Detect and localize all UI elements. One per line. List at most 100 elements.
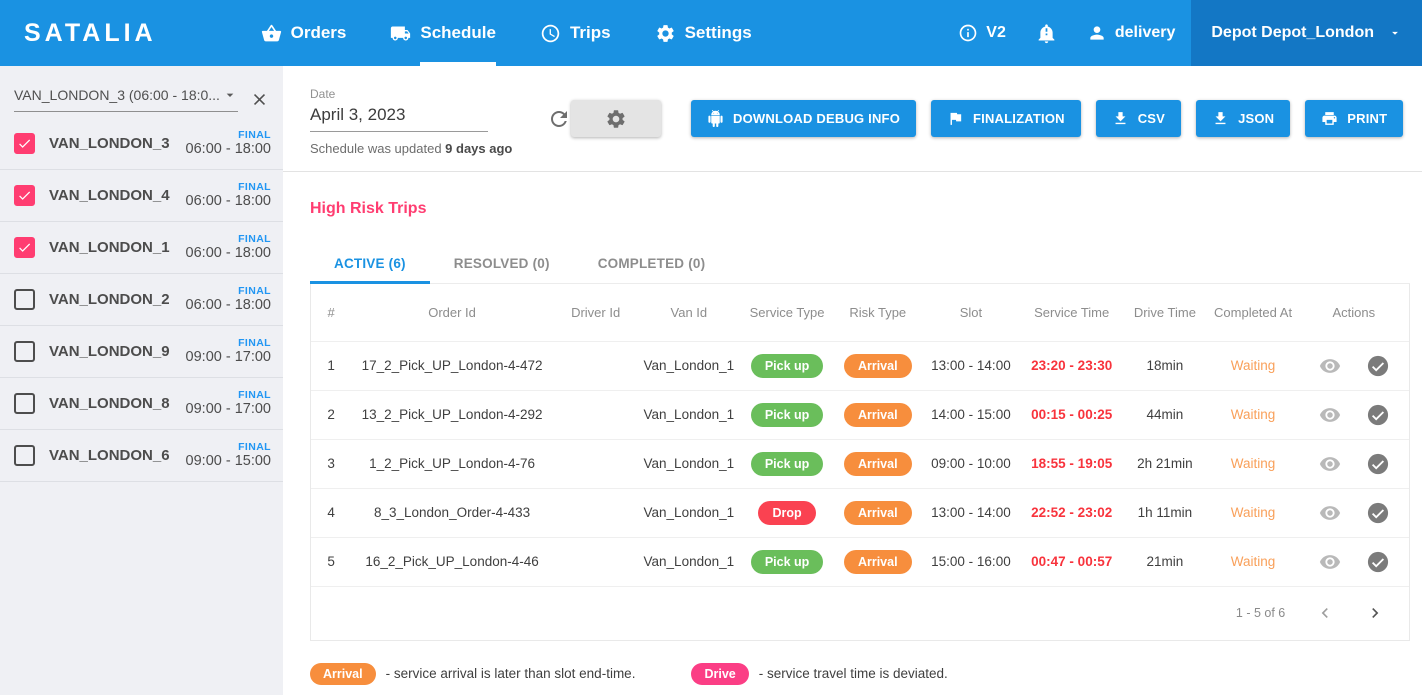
slot: 13:00 - 14:00 (920, 487, 1022, 537)
flag-icon (950, 112, 962, 125)
van-filter-select[interactable]: VAN_LONDON_3 (06:00 - 18:0... (14, 87, 238, 112)
person-icon (1090, 26, 1104, 40)
van-checkbox[interactable] (14, 289, 35, 310)
slot: 13:00 - 14:00 (920, 340, 1022, 390)
van-list-item[interactable]: VAN_LONDON_3 FINAL 06:00 - 18:00 (0, 118, 283, 170)
view-trip-button[interactable] (1319, 453, 1341, 475)
download-icon (1115, 112, 1126, 125)
user-label: delivery (1114, 24, 1176, 41)
satalia-logo[interactable]: SATALIA (24, 18, 157, 47)
risk-tabs: ACTIVE (6) RESOLVED (0) COMPLETED (0) (310, 244, 1411, 284)
drive-legend-text: - service travel time is deviated. (758, 666, 948, 681)
date-label: Date (310, 87, 336, 101)
final-badge: FINAL (238, 233, 271, 246)
tab-resolved[interactable]: RESOLVED (0) (453, 256, 550, 271)
van-list-item[interactable]: VAN_LONDON_1 FINAL 06:00 - 18:00 (0, 222, 283, 274)
van-list-item[interactable]: VAN_LONDON_4 FINAL 06:00 - 18:00 (0, 170, 283, 222)
info-icon (959, 24, 977, 42)
nav-item-schedule[interactable]: Schedule (368, 0, 518, 66)
van-sidebar: VAN_LONDON_3 (06:00 - 18:0... VAN_LONDON… (0, 66, 283, 695)
final-badge: FINAL (238, 285, 271, 298)
tab-active[interactable]: ACTIVE (6) (310, 244, 430, 284)
view-trip-button[interactable] (1319, 404, 1341, 426)
row-num: 1 (311, 340, 352, 390)
van-list-item[interactable]: VAN_LONDON_9 FINAL 09:00 - 17:00 (0, 326, 283, 378)
user-menu[interactable]: delivery (1071, 0, 1191, 66)
order-id: 1_2_Pick_UP_London-4-76 (351, 438, 553, 488)
van-name: VAN_LONDON_8 (49, 395, 170, 412)
van-checkbox[interactable] (14, 185, 35, 206)
schedule-toolbar: Date April 3, 2023 Schedule was updated … (283, 66, 1422, 172)
next-page-button[interactable] (1365, 603, 1385, 623)
view-trip-button[interactable] (1319, 551, 1341, 573)
nav-right-cluster: V2 delivery Depot Depot_London (942, 0, 1422, 66)
van-id: Van_London_1 (638, 389, 740, 439)
resolve-trip-button[interactable] (1367, 551, 1389, 573)
schedule-settings-button[interactable] (571, 100, 661, 137)
service-time: 00:15 - 00:25 (1021, 389, 1123, 439)
van-id: Van_London_1 (638, 536, 740, 586)
service-time: 23:20 - 23:30 (1021, 340, 1123, 390)
nav-item-orders[interactable]: Orders (239, 0, 369, 66)
driver-id (552, 487, 639, 537)
json-button[interactable]: JSON (1196, 100, 1291, 137)
van-shift-time: 09:00 - 17:00 (185, 401, 271, 418)
van-name: VAN_LONDON_4 (49, 187, 170, 204)
print-label: PRINT (1347, 111, 1388, 126)
van-checkbox[interactable] (14, 341, 35, 362)
van-name: VAN_LONDON_3 (49, 135, 170, 152)
resolve-trip-button[interactable] (1367, 453, 1389, 475)
risk-type-badge: Arrival (843, 353, 912, 378)
driver-id (552, 389, 639, 439)
date-input[interactable]: April 3, 2023 (310, 105, 488, 132)
driver-id (552, 438, 639, 488)
clear-filter-button[interactable] (250, 90, 269, 109)
van-checkbox[interactable] (14, 133, 35, 154)
nav-item-settings[interactable]: Settings (633, 0, 774, 66)
depot-label: Depot Depot_London (1211, 24, 1374, 41)
service-type-badge: Drop (758, 500, 816, 525)
view-trip-button[interactable] (1319, 355, 1341, 377)
drive-time: 21min (1122, 536, 1208, 586)
check-circle-icon (1367, 502, 1388, 523)
nav-item-trips[interactable]: Trips (518, 0, 633, 66)
resolve-trip-button[interactable] (1367, 502, 1389, 524)
print-button[interactable]: PRINT (1305, 100, 1404, 137)
resolve-trip-button[interactable] (1367, 355, 1389, 377)
van-list-item[interactable]: VAN_LONDON_2 FINAL 06:00 - 18:00 (0, 274, 283, 326)
van-checkbox[interactable] (14, 445, 35, 466)
van-list-item[interactable]: VAN_LONDON_8 FINAL 09:00 - 17:00 (0, 378, 283, 430)
top-navbar: SATALIA Orders Schedule Trips Settings V… (0, 0, 1422, 66)
drive-time: 44min (1122, 389, 1208, 439)
refresh-icon (551, 110, 567, 127)
gear-icon (607, 109, 625, 128)
notifications-button[interactable] (1022, 0, 1071, 66)
csv-button[interactable]: CSV (1095, 100, 1182, 137)
chevron-right-icon (1372, 608, 1379, 618)
service-type-badge: Pick up (750, 402, 824, 427)
van-shift-time: 06:00 - 18:00 (185, 297, 271, 314)
service-type-badge: Pick up (750, 451, 824, 476)
previous-page-button[interactable] (1315, 603, 1335, 623)
depot-selector[interactable]: Depot Depot_London (1191, 0, 1422, 66)
version-info-button[interactable]: V2 (942, 0, 1022, 66)
van-list-item[interactable]: VAN_LONDON_6 FINAL 09:00 - 15:00 (0, 430, 283, 482)
updated-ago: 9 days ago (445, 141, 513, 156)
finalization-button[interactable]: FINALIZATION (931, 100, 1081, 137)
resolve-trip-button[interactable] (1367, 404, 1389, 426)
service-time: 22:52 - 23:02 (1021, 487, 1123, 537)
final-badge: FINAL (238, 441, 271, 454)
tab-completed[interactable]: COMPLETED (0) (597, 256, 706, 271)
van-name: VAN_LONDON_2 (49, 291, 170, 308)
van-filter-value: VAN_LONDON_3 (06:00 - 18:0... (14, 87, 220, 103)
completed-at: Waiting (1207, 389, 1299, 439)
van-checkbox[interactable] (14, 393, 35, 414)
refresh-button[interactable] (547, 107, 571, 131)
col-driver-id: Driver Id (571, 304, 621, 320)
view-trip-button[interactable] (1319, 502, 1341, 524)
risk-type-badge: Arrival (843, 451, 912, 476)
row-num: 5 (311, 536, 352, 586)
van-checkbox[interactable] (14, 237, 35, 258)
download-debug-button[interactable]: DOWNLOAD DEBUG INFO (691, 100, 917, 137)
table-pagination: 1 - 5 of 6 (311, 585, 1410, 640)
